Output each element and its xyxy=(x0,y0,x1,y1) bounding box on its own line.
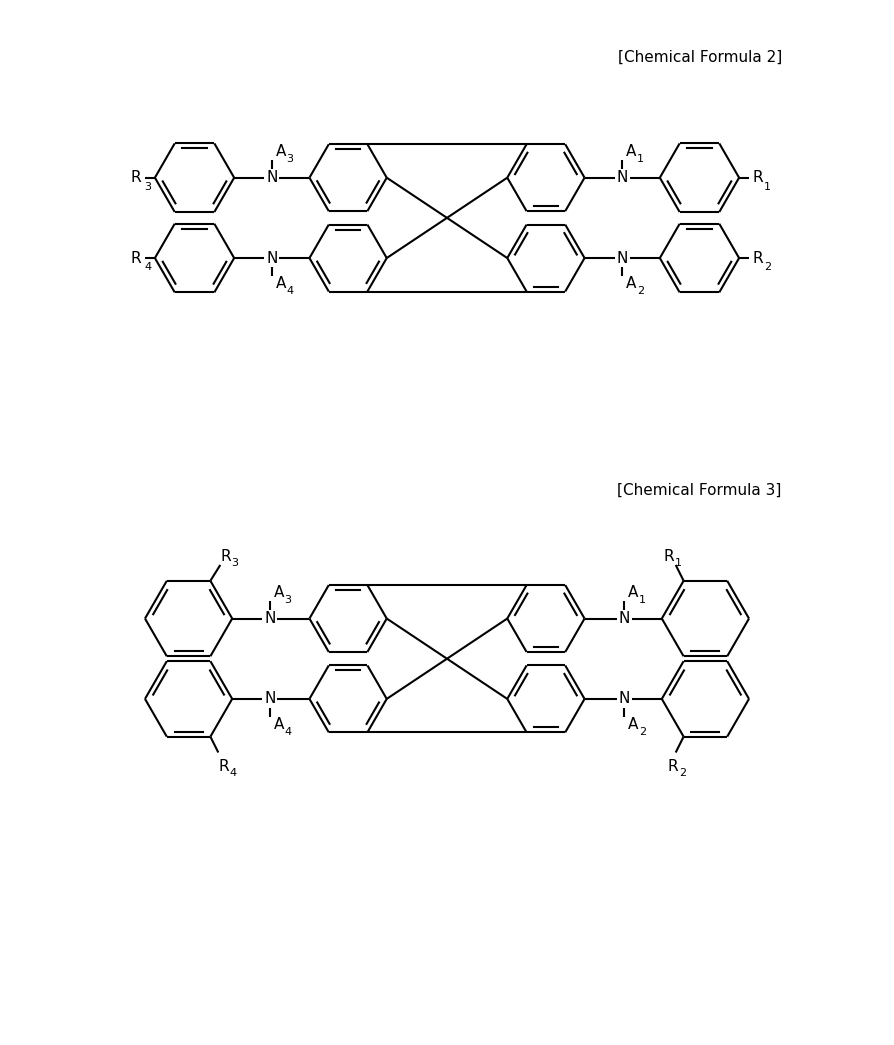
Text: 4: 4 xyxy=(287,285,294,296)
Text: A: A xyxy=(626,144,637,160)
Text: 4: 4 xyxy=(144,262,151,272)
Text: N: N xyxy=(266,251,277,265)
Text: 1: 1 xyxy=(639,595,646,605)
Text: 2: 2 xyxy=(763,262,771,272)
Text: R: R xyxy=(131,251,141,265)
Text: N: N xyxy=(266,170,277,185)
Text: [Chemical Formula 3]: [Chemical Formula 3] xyxy=(618,483,782,497)
Text: N: N xyxy=(617,170,628,185)
Text: 2: 2 xyxy=(639,726,646,737)
Text: R: R xyxy=(131,170,141,185)
Text: R: R xyxy=(220,549,231,563)
Text: N: N xyxy=(617,251,628,265)
Text: 3: 3 xyxy=(284,595,291,605)
Text: A: A xyxy=(628,717,638,733)
Text: 4: 4 xyxy=(229,768,236,779)
Text: A: A xyxy=(275,276,286,292)
Text: A: A xyxy=(275,144,286,160)
Text: 1: 1 xyxy=(675,558,682,567)
Text: R: R xyxy=(753,170,763,185)
Text: A: A xyxy=(626,276,637,292)
Text: N: N xyxy=(264,611,275,626)
Text: R: R xyxy=(753,251,763,265)
Text: A: A xyxy=(274,585,284,600)
Text: R: R xyxy=(218,759,229,774)
Text: R: R xyxy=(664,549,674,563)
Text: A: A xyxy=(628,585,638,600)
Text: 2: 2 xyxy=(679,768,686,779)
Text: 3: 3 xyxy=(232,558,238,567)
Text: 1: 1 xyxy=(637,154,644,164)
Text: 4: 4 xyxy=(284,726,291,737)
Text: 3: 3 xyxy=(144,182,151,191)
Text: 1: 1 xyxy=(763,182,771,191)
Text: R: R xyxy=(668,759,679,774)
Text: 3: 3 xyxy=(287,154,293,164)
Text: [Chemical Formula 2]: [Chemical Formula 2] xyxy=(618,50,782,65)
Text: A: A xyxy=(274,717,284,733)
Text: N: N xyxy=(619,611,630,626)
Text: 2: 2 xyxy=(637,285,645,296)
Text: N: N xyxy=(619,692,630,706)
Text: N: N xyxy=(264,692,275,706)
